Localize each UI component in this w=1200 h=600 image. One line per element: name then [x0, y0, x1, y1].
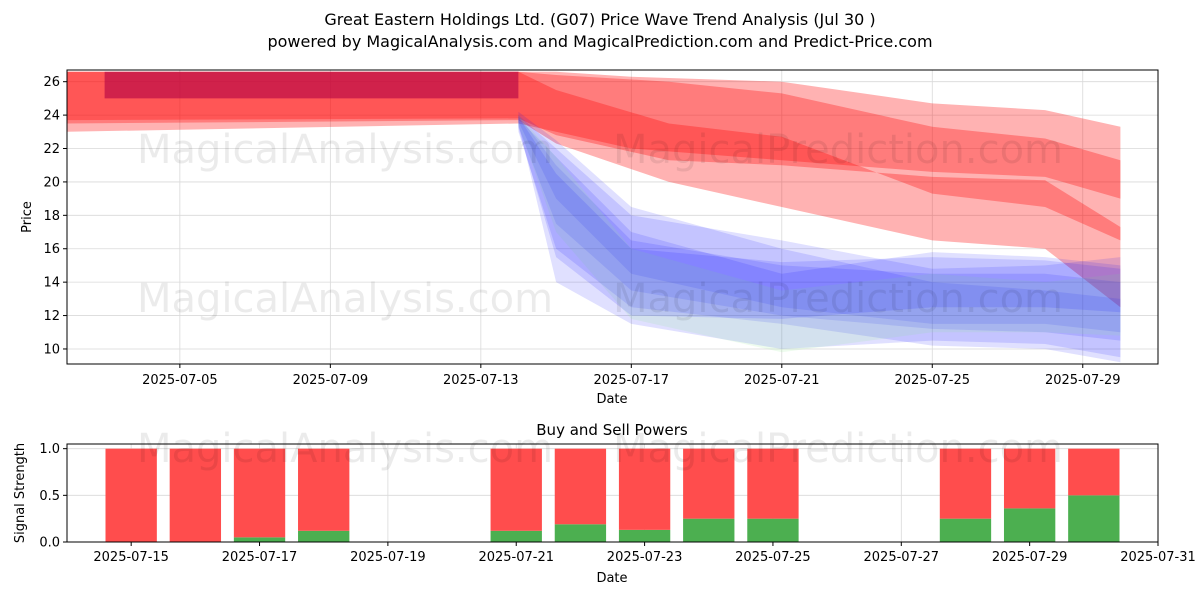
blue-wave-band [518, 115, 1121, 341]
price-x-tick-label: 2025-07-21 [744, 373, 820, 388]
buy-sell-axes: 0.0 0.5 1.0 2025-07-15 2025-07-17 2025-07-19 2… [39, 442, 1195, 565]
sell-bar [233, 448, 286, 538]
blue-wave-band [518, 118, 1121, 363]
buy-sell-title: Buy and Sell Powers [536, 421, 688, 439]
blue-wave-band [518, 111, 1121, 333]
sell-bar [554, 448, 607, 525]
watermark-analysis: MagicalAnalysis.com [137, 426, 553, 472]
price-x-tick-label: 2025-07-09 [293, 373, 369, 388]
buy-sell-y-tick-label: 0.0 [39, 536, 60, 551]
price-plot-area [67, 70, 1158, 364]
buy-sell-chart: Buy and Sell Powers MagicalAnalysis.com … [13, 421, 1196, 586]
buy-bar [747, 518, 799, 542]
buy-sell-x-tick-label: 2025-07-31 [1120, 550, 1196, 565]
price-axes: 10 12 14 16 18 20 22 24 26 2025-07-05 2025-07-09 20… [43, 75, 1120, 388]
buy-sell-x-tick-label: 2025-07-15 [93, 550, 169, 565]
buy-sell-x-label: Date [596, 571, 627, 586]
sell-bar [683, 448, 735, 519]
watermark-analysis: MagicalAnalysis.com [137, 127, 553, 173]
buy-sell-bars [105, 448, 1120, 542]
price-y-tick-label: 14 [43, 276, 60, 291]
sell-bar [169, 448, 222, 542]
sell-bar [618, 448, 671, 530]
watermark-prediction: MagicalPrediction.com [613, 276, 1063, 322]
price-plot-frame [66, 69, 1159, 365]
price-x-tick-label: 2025-07-17 [594, 373, 670, 388]
price-bands [67, 71, 1121, 363]
buy-sell-x-tick-label: 2025-07-19 [350, 550, 426, 565]
price-watermarks: MagicalAnalysis.com MagicalPrediction.co… [137, 127, 1063, 322]
sell-bar [1068, 448, 1120, 496]
buy-sell-x-tick-label: 2025-07-25 [735, 550, 811, 565]
buy-sell-plot-frame [66, 443, 1159, 543]
buy-sell-x-tick-label: 2025-07-23 [607, 550, 683, 565]
buy-sell-x-tick-label: 2025-07-21 [478, 550, 554, 565]
buy-bar [1068, 495, 1120, 542]
price-y-label: Price [20, 201, 35, 233]
sell-bar [1003, 448, 1056, 509]
price-wave-chart: MagicalAnalysis.com MagicalPrediction.co… [20, 69, 1159, 407]
buy-sell-y-tick-label: 1.0 [39, 442, 60, 457]
price-x-tick-label: 2025-07-29 [1045, 373, 1121, 388]
watermark-prediction: MagicalPrediction.com [613, 426, 1063, 472]
price-y-tick-label: 10 [43, 342, 60, 357]
darkred-wave-band [104, 71, 519, 99]
red-wave-band [67, 71, 1121, 241]
buy-sell-x-tick-label: 2025-07-27 [864, 550, 940, 565]
sell-bar [490, 448, 542, 531]
price-x-tick-label: 2025-07-25 [894, 373, 970, 388]
green-wave-band [518, 115, 1121, 353]
sell-bar [298, 448, 350, 531]
blue-wave-band [518, 115, 1121, 358]
price-y-tick-label: 18 [43, 209, 60, 224]
chart-title: Great Eastern Holdings Ltd. (G07) Price … [324, 10, 875, 29]
price-y-tick-label: 16 [43, 242, 60, 257]
price-x-label: Date [596, 392, 627, 407]
price-y-tick-label: 26 [43, 75, 60, 90]
chart-subtitle: powered by MagicalAnalysis.com and Magic… [267, 32, 932, 51]
buy-bar [683, 518, 735, 542]
red-wave-band [67, 71, 1121, 199]
sell-bar [747, 448, 799, 519]
buy-bar [298, 530, 350, 542]
watermark-analysis: MagicalAnalysis.com [137, 276, 553, 322]
buy-sell-y-label: Signal Strength [13, 443, 28, 543]
buy-sell-x-tick-label: 2025-07-29 [992, 550, 1068, 565]
buy-sell-x-tick-label: 2025-07-17 [222, 550, 298, 565]
buy-bar [554, 524, 607, 542]
blue-wave-band [518, 116, 1121, 319]
buy-sell-watermarks: MagicalAnalysis.com MagicalPrediction.co… [137, 426, 1063, 472]
price-y-tick-label: 20 [43, 175, 60, 190]
red-wave-band [67, 71, 1121, 308]
buy-bar [490, 530, 542, 542]
price-x-tick-label: 2025-07-13 [443, 373, 519, 388]
sell-bar [939, 448, 992, 519]
buy-bar [233, 537, 286, 542]
buy-bar [939, 518, 992, 542]
price-y-tick-label: 12 [43, 309, 60, 324]
buy-sell-y-tick-label: 0.5 [39, 489, 60, 504]
price-x-tick-label: 2025-07-05 [142, 373, 218, 388]
buy-bar [1003, 508, 1056, 542]
buy-bar [618, 529, 671, 542]
price-y-tick-label: 22 [43, 142, 60, 157]
sell-bar [105, 448, 157, 542]
watermark-prediction: MagicalPrediction.com [613, 127, 1063, 173]
price-y-tick-label: 24 [43, 109, 60, 124]
